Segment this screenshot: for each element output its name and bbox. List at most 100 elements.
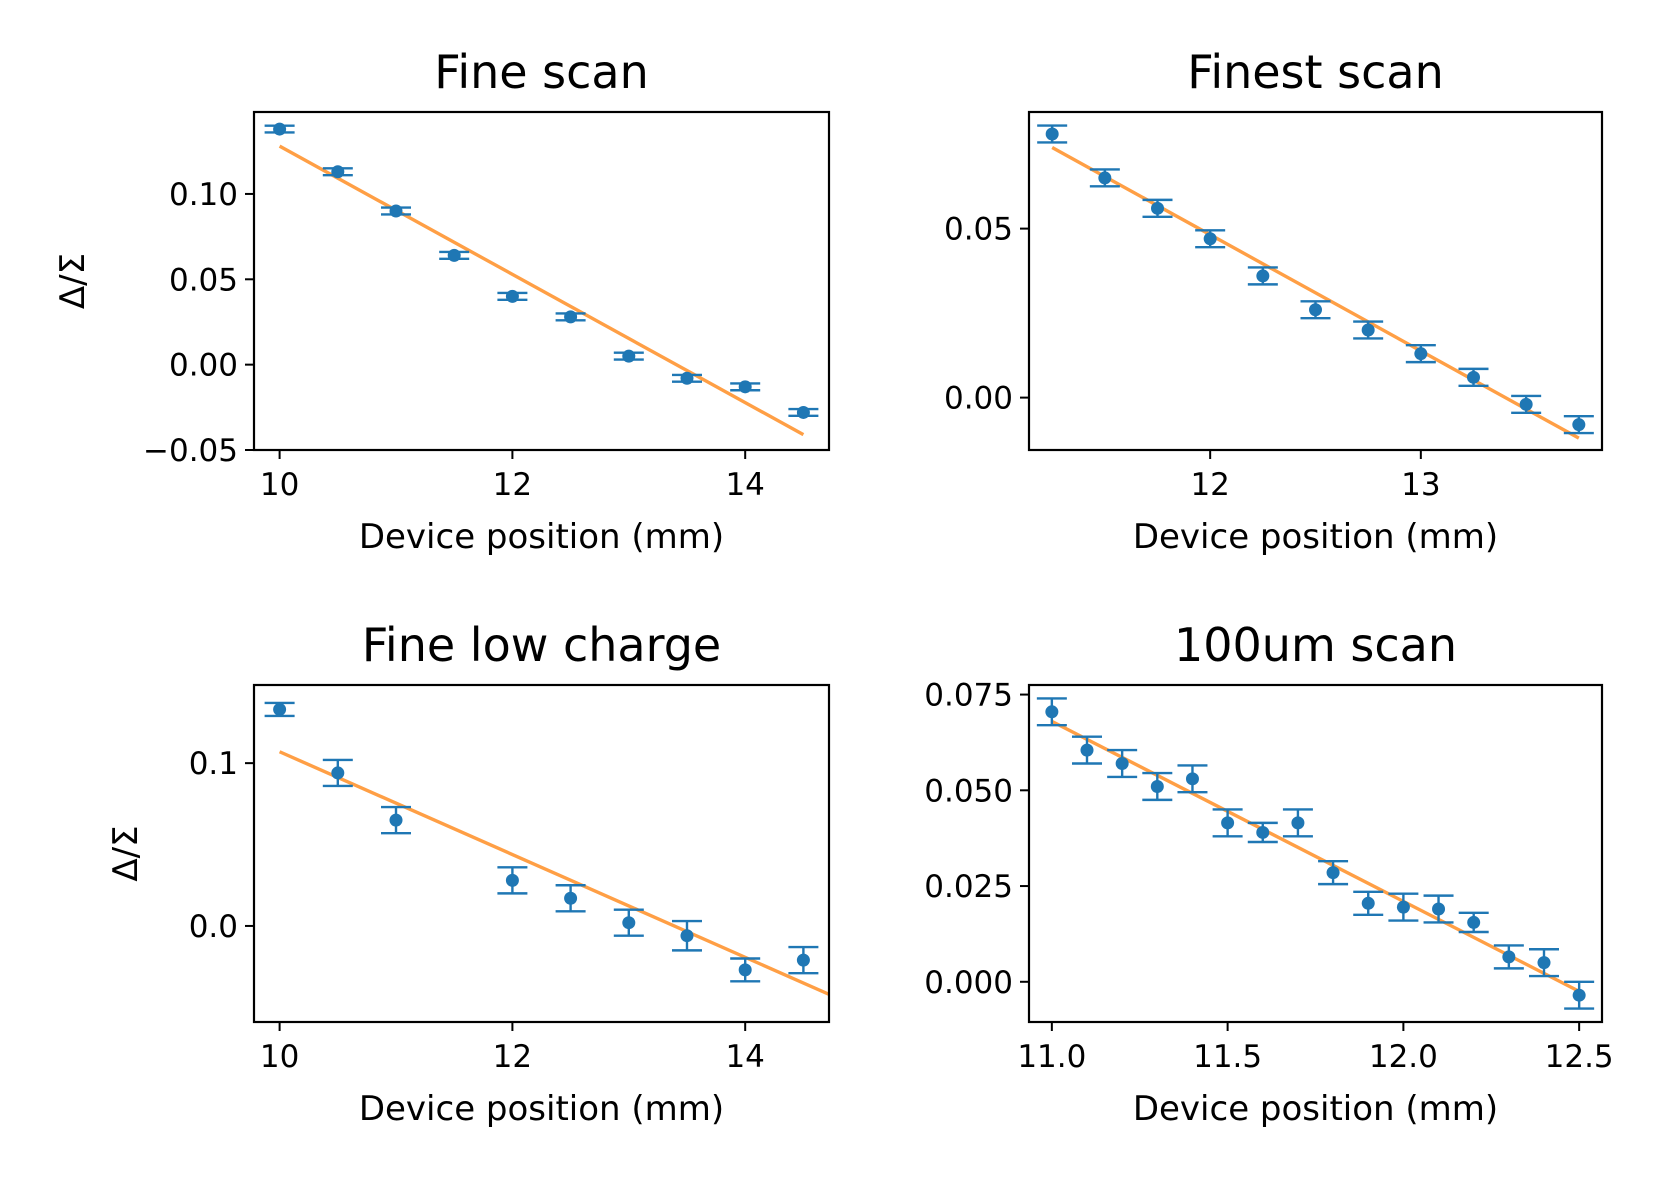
point-marker (331, 165, 345, 179)
subplot-3: Fine low charge 10 12 14 0.0 0.1 Device positi… (106, 618, 831, 1129)
data-point (1036, 697, 1067, 727)
point-marker (1396, 900, 1410, 914)
data-point (555, 884, 586, 913)
data-point (1458, 367, 1489, 387)
data-point (613, 349, 644, 363)
point-marker (1466, 370, 1480, 384)
data-point (1528, 948, 1559, 978)
point-marker (738, 380, 752, 394)
y-axis-label: Δ/Σ (53, 253, 93, 309)
x-axis-label: Device position (mm) (1133, 1089, 1498, 1129)
point-marker (1151, 201, 1165, 215)
y-tick-label: 0.00 (944, 381, 1013, 417)
data-point (1563, 415, 1594, 435)
data-point (1107, 748, 1138, 779)
x-tick-label: 10 (260, 1039, 299, 1075)
data-point (1212, 808, 1243, 838)
point-marker (447, 248, 461, 262)
point-marker (1537, 956, 1551, 970)
data-point (1388, 892, 1419, 922)
data-point (613, 908, 644, 937)
point-marker (1185, 772, 1199, 786)
x-tick-label: 11.5 (1193, 1039, 1262, 1075)
y-tick-label: 0.00 (169, 348, 238, 384)
point-marker (389, 813, 403, 827)
data-point (381, 805, 412, 835)
point-marker (1502, 950, 1516, 964)
subplot-title: 100um scan (1174, 618, 1457, 672)
plot-area (264, 701, 829, 996)
y-tick-label: 0.05 (169, 262, 238, 298)
data-point (1493, 944, 1524, 970)
point-marker (1256, 269, 1270, 283)
x-axis-label: Device position (mm) (1133, 517, 1498, 557)
data-point (264, 122, 295, 136)
point-marker (1045, 705, 1059, 719)
point-marker (564, 310, 578, 324)
y-tick-label: 0.000 (924, 965, 1013, 1001)
x-tick-label: 12 (493, 1039, 532, 1075)
axes-frame (252, 683, 831, 1024)
point-marker (1572, 988, 1586, 1002)
point-marker (1361, 896, 1375, 910)
point-marker (1150, 779, 1164, 793)
y-tick-label: 0.1 (189, 746, 238, 782)
data-point (1318, 859, 1349, 886)
data-point (730, 957, 761, 983)
point-marker (738, 963, 752, 977)
data-point (1300, 300, 1331, 320)
point-marker (1221, 816, 1235, 830)
x-axis-label: Device position (mm) (359, 517, 724, 557)
point-marker (796, 405, 810, 419)
point-marker (1572, 418, 1586, 432)
data-point (1353, 890, 1384, 916)
point-marker (1309, 303, 1322, 317)
subplot-4: 100um scan 11.0 11.5 12.0 12.5 0.000 0.025 0.05… (924, 618, 1613, 1129)
data-point (1195, 229, 1226, 249)
data-point (1353, 320, 1384, 340)
point-marker (622, 916, 636, 930)
point-marker (1467, 915, 1481, 929)
y-tick-label: 0.025 (924, 869, 1013, 905)
point-marker (505, 289, 519, 303)
y-axis-label: Δ/Σ (106, 825, 146, 881)
plot-area (264, 122, 819, 437)
x-tick-label: 12 (493, 467, 532, 503)
data-point (439, 248, 470, 262)
data-point (1458, 911, 1489, 934)
data-point (671, 919, 702, 952)
data-point (497, 289, 528, 303)
data-point (555, 310, 586, 324)
point-marker (1414, 347, 1428, 361)
plot-area (1036, 697, 1595, 1010)
point-marker (273, 122, 287, 136)
subplot-title: Finest scan (1187, 45, 1444, 99)
subplot-title: Fine low charge (362, 618, 721, 672)
axes-frame (1027, 110, 1604, 452)
y-tick-label: 0.0 (189, 909, 238, 945)
data-point (788, 405, 819, 419)
axes-frame (1027, 683, 1604, 1024)
x-tick-label: 14 (725, 1039, 764, 1075)
data-point (322, 758, 353, 788)
point-marker (1432, 902, 1446, 916)
data-point (497, 866, 528, 895)
data-point (1423, 894, 1454, 924)
point-marker (1291, 816, 1305, 830)
point-marker (273, 702, 287, 716)
y-tick-label: 0.05 (944, 212, 1013, 248)
data-point (1564, 980, 1595, 1010)
data-point (1247, 266, 1278, 286)
data-point (1511, 394, 1542, 415)
y-tick-label: −0.05 (143, 433, 238, 469)
data-point (1405, 344, 1436, 364)
plot-area (1037, 124, 1594, 440)
data-point (671, 371, 702, 385)
data-point (730, 380, 761, 394)
y-tick-label: 0.050 (924, 773, 1013, 809)
fit-line (1051, 146, 1580, 440)
point-marker (505, 873, 519, 887)
x-tick-label: 12.0 (1369, 1039, 1438, 1075)
x-tick-label: 12.5 (1545, 1039, 1614, 1075)
